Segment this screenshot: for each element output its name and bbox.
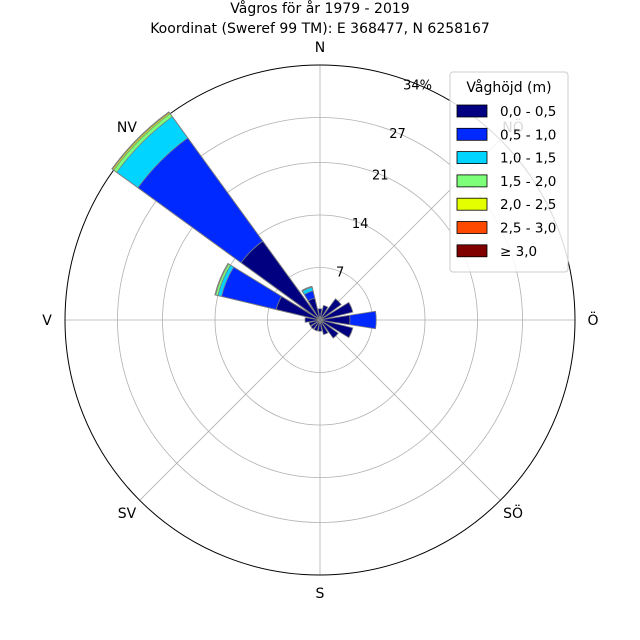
legend-swatch — [456, 127, 488, 141]
radial-gridline — [139, 319, 321, 501]
legend-swatch — [456, 221, 488, 234]
legend-label: ≥ 3,0 — [500, 244, 537, 260]
legend-label: 2,5 - 3,0 — [500, 221, 556, 237]
rose-bar-1 — [319, 301, 354, 321]
ring-gridline — [214, 214, 426, 426]
rose-bar-1 — [319, 319, 329, 336]
legend-title: Våghöjd (m) — [466, 79, 551, 96]
legend-label: 1,5 - 2,0 — [500, 174, 556, 190]
direction-labels: NNÖÖSÖSSVVNV — [42, 40, 598, 602]
legend-swatch — [456, 151, 488, 165]
legend-label: 0,0 - 0,5 — [500, 104, 556, 120]
legend-items: 0,0 - 0,5 0,5 - 1,0 1,0 - 1,5 1,5 - 2,0 2,0 … — [456, 104, 556, 260]
rose-bar-1 — [313, 319, 321, 332]
direction-label: SÖ — [503, 504, 523, 522]
rose-bar-1 — [310, 319, 321, 330]
rose-bar-1 — [317, 319, 323, 332]
ring-label: 21 — [372, 168, 389, 183]
direction-label: V — [42, 313, 52, 329]
rose-bar-1 — [319, 298, 342, 321]
rose-bar-1 — [319, 304, 329, 321]
legend-swatch — [456, 244, 488, 258]
rose-bar-1 — [308, 319, 321, 327]
outer-ring — [64, 64, 576, 576]
legend: Våghöjd (m) 0,0 - 0,5 0,5 - 1,0 1,0 - 1,5 1… — [449, 71, 569, 273]
rose-bar-1 — [304, 317, 321, 323]
rose-bar-1 — [319, 314, 351, 326]
rose-bar-1 — [319, 319, 354, 339]
direction-label: Ö — [587, 311, 598, 329]
ring-label: 7 — [336, 265, 344, 280]
rose-bar-1 — [275, 295, 321, 321]
polar-grid — [64, 64, 576, 576]
radial-gridline — [319, 319, 501, 501]
legend-label: 1,0 - 1,5 — [500, 151, 556, 167]
ring-gridline — [162, 162, 478, 478]
direction-label: SV — [118, 506, 137, 522]
ring-label: 27 — [389, 127, 406, 142]
ring-gridline — [117, 117, 523, 523]
ring-label: 34% — [403, 78, 432, 93]
direction-label: NV — [117, 120, 137, 136]
legend-label: 0,5 - 1,0 — [500, 127, 556, 143]
rose-bars — [111, 111, 377, 339]
legend-swatch — [456, 104, 488, 118]
legend-swatch — [456, 174, 488, 188]
rose-bar-1 — [307, 297, 321, 321]
legend-box — [449, 71, 569, 273]
direction-label: S — [316, 586, 325, 602]
ring-labels: 7 14 21 27 34% — [336, 78, 432, 280]
chart-subtitle: Koordinat (Sweref 99 TM): E 368477, N 62… — [150, 21, 490, 37]
legend-swatch — [456, 197, 488, 211]
chart-title: Vågros för år 1979 - 2019 — [230, 0, 409, 17]
rose-bar-1 — [317, 308, 323, 321]
ring-label: 14 — [352, 217, 369, 232]
legend-label: 2,0 - 2,5 — [500, 197, 556, 213]
rose-bar-1 — [240, 240, 321, 321]
rose-bar-1 — [319, 319, 339, 339]
direction-label: N — [315, 40, 325, 56]
